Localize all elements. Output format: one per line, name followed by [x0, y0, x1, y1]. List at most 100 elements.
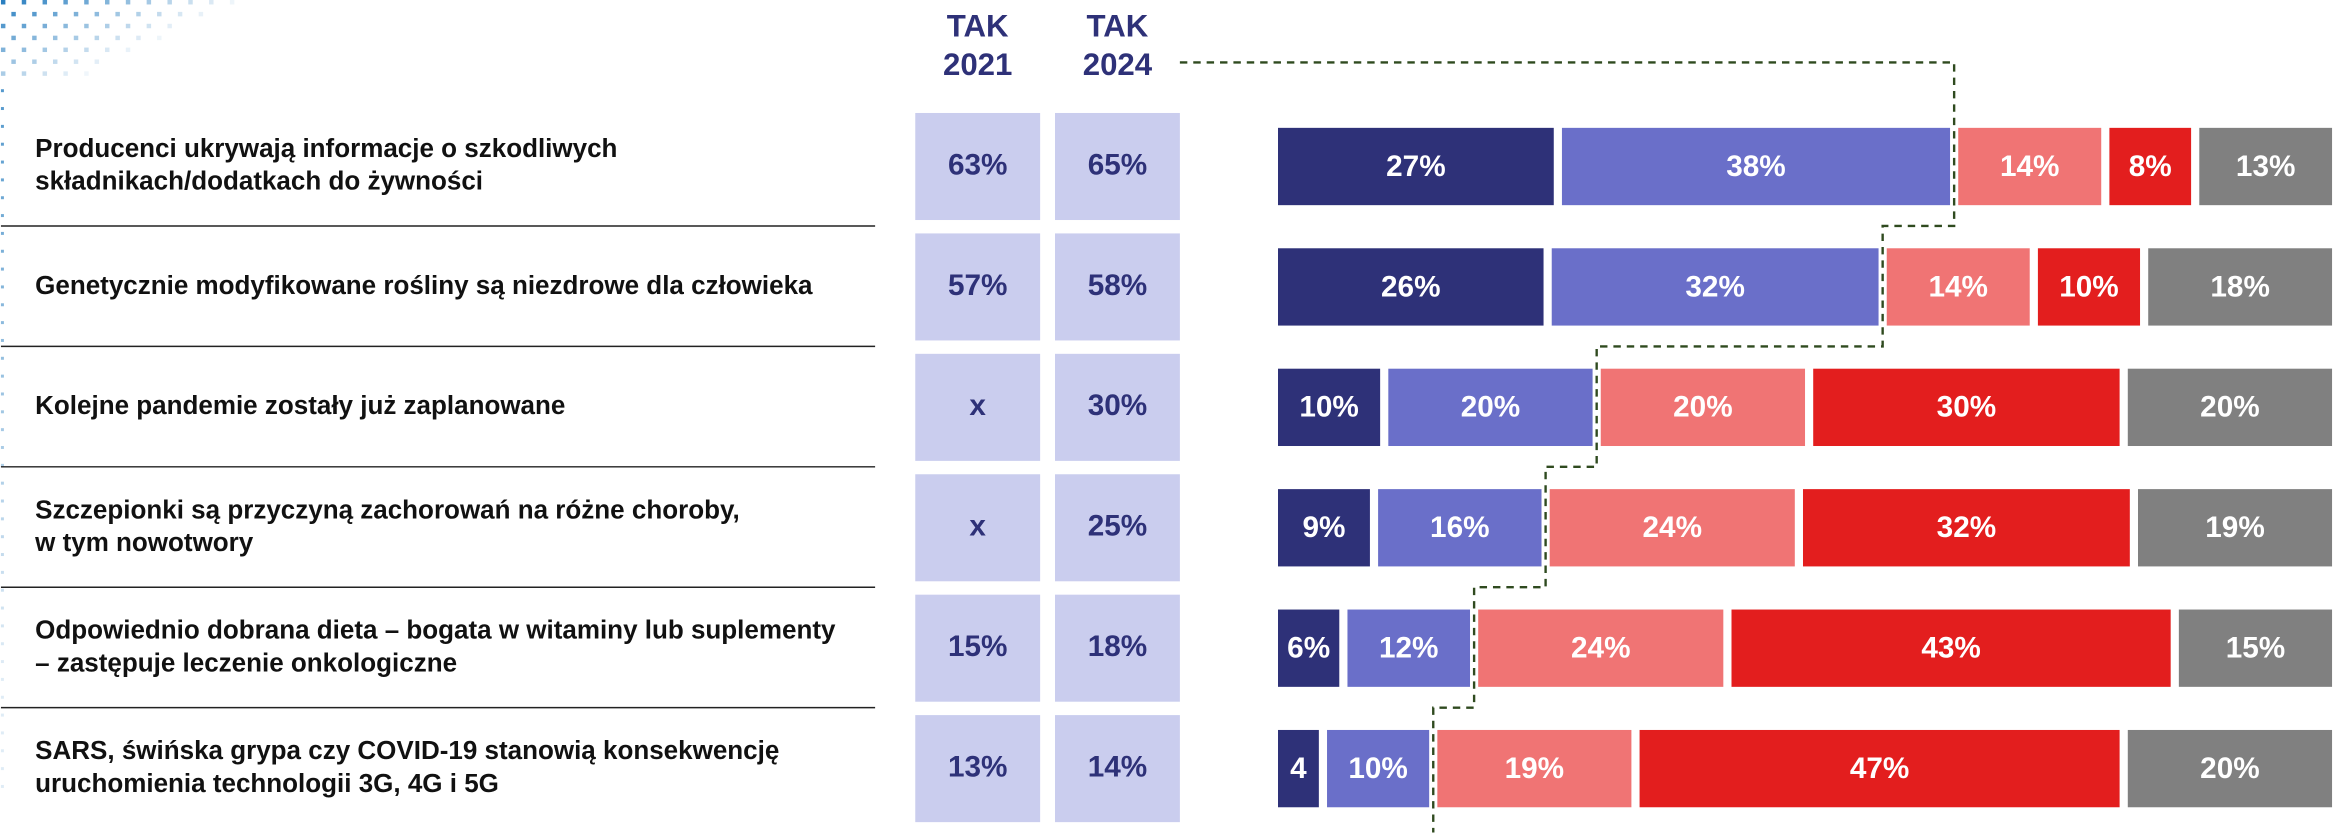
decor-dot: [0, 71, 6, 76]
bar-segment: [1437, 729, 1632, 808]
decor-dot: [229, 0, 235, 5]
decor-dot: [42, 71, 48, 76]
bar-segment: [2178, 609, 2333, 687]
table-cell: [1054, 474, 1180, 582]
decor-dot: [198, 11, 204, 17]
data-label: 20%: [1673, 391, 1732, 424]
decor-dot: [42, 47, 48, 53]
row-label: Odpowiednio dobrana dieta – bogata w wit…: [35, 615, 836, 645]
decor-dot: [63, 0, 68, 5]
decor-dot: [21, 23, 27, 29]
table-value: 63%: [948, 148, 1007, 181]
data-label: 32%: [1937, 511, 1996, 544]
table-cell: [915, 112, 1041, 221]
table-cell: [915, 233, 1041, 341]
decor-dot: [32, 35, 37, 41]
data-label: 27%: [1386, 150, 1445, 183]
decor-dot: [0, 784, 4, 788]
decor-dot: [63, 23, 68, 29]
decor-dot: [177, 11, 183, 17]
decor-dot: [105, 23, 110, 29]
data-label: 10%: [1299, 391, 1358, 424]
row-label: – zastępuje leczenie onkologiczne: [35, 647, 457, 677]
table-value: 25%: [1088, 510, 1147, 543]
decor-dot: [94, 11, 100, 17]
data-label: 19%: [1505, 752, 1564, 785]
decor-dot: [0, 553, 4, 557]
decor-dot: [0, 160, 4, 164]
data-label: 14%: [2000, 150, 2059, 183]
data-label: 8%: [2129, 150, 2172, 183]
table-cell: [1054, 594, 1180, 702]
decor-dot: [0, 356, 4, 360]
data-label: 43%: [1921, 632, 1980, 665]
bar-segment: [1731, 609, 2171, 687]
table-value: 18%: [1088, 630, 1147, 663]
row-label: Producenci ukrywają informacje o szkodli…: [35, 133, 617, 163]
decor-dot: [0, 47, 6, 53]
decor-dot: [73, 11, 79, 17]
bar-segment: [2109, 127, 2192, 206]
decor-dot: [0, 142, 4, 146]
decor-dot: [0, 338, 4, 342]
bar-segment: [1813, 368, 2120, 447]
bar-segment: [1639, 729, 2120, 808]
decor-dot: [21, 71, 27, 76]
column-header: 2024: [1083, 47, 1153, 82]
data-label: 9%: [1302, 511, 1345, 544]
data-label: 14%: [1928, 270, 1987, 303]
decor-dot: [0, 517, 4, 521]
decor-dot: [0, 214, 4, 218]
decor-dot: [0, 660, 4, 664]
row-label: uruchomienia technologii 3G, 4G i 5G: [35, 768, 499, 798]
decor-dot: [0, 267, 4, 271]
decor-dot: [32, 59, 37, 64]
bar-segment: [1278, 609, 1340, 687]
table-value: 13%: [948, 750, 1007, 783]
table-cell: [1054, 353, 1180, 461]
decor-dot: [0, 624, 4, 628]
bar-segment: [1388, 368, 1593, 447]
bar-segment: [1278, 368, 1381, 447]
decor-dot: [105, 0, 110, 5]
decor-dot: [0, 463, 4, 467]
bar-segment: [1549, 489, 1795, 567]
bar-segment: [1378, 489, 1542, 567]
decor-dot: [115, 35, 120, 41]
decor-dot: [0, 428, 4, 432]
decor-dot: [84, 71, 89, 76]
decor-dot: [0, 588, 4, 592]
data-label: 20%: [1461, 391, 1520, 424]
decor-dot: [42, 0, 48, 5]
decor-dot: [0, 695, 4, 699]
decor-dot: [209, 0, 214, 5]
data-label: 12%: [1379, 632, 1438, 665]
table-cell: [915, 353, 1041, 461]
decor-dot: [0, 446, 4, 449]
table-value: 65%: [1088, 148, 1147, 181]
data-label: 6%: [1287, 632, 1330, 665]
table-cell: [915, 594, 1041, 702]
bar-segment: [1561, 127, 1951, 206]
decor-dot: [146, 0, 152, 5]
table-value: x: [969, 510, 986, 543]
decor-dot: [0, 231, 4, 235]
table-cell: [915, 474, 1041, 582]
decor-dot: [0, 731, 4, 735]
bar-segment: [1327, 729, 1430, 808]
decor-dot: [84, 47, 89, 53]
table-cell: [1054, 233, 1180, 341]
data-label: 10%: [1348, 752, 1407, 785]
decor-dot: [0, 178, 4, 182]
row-label: Kolejne pandemie zostały już zaplanowane: [35, 390, 565, 420]
decor-dot: [0, 392, 4, 396]
data-label: 13%: [2236, 150, 2295, 183]
bar-segment: [1600, 368, 1806, 447]
data-label: 10%: [2059, 270, 2118, 303]
row-label: Genetycznie modyfikowane rośliny są niez…: [35, 270, 813, 300]
decor-dot: [0, 677, 4, 681]
bar-segment: [2199, 127, 2333, 206]
bar-segment: [1278, 729, 1319, 808]
